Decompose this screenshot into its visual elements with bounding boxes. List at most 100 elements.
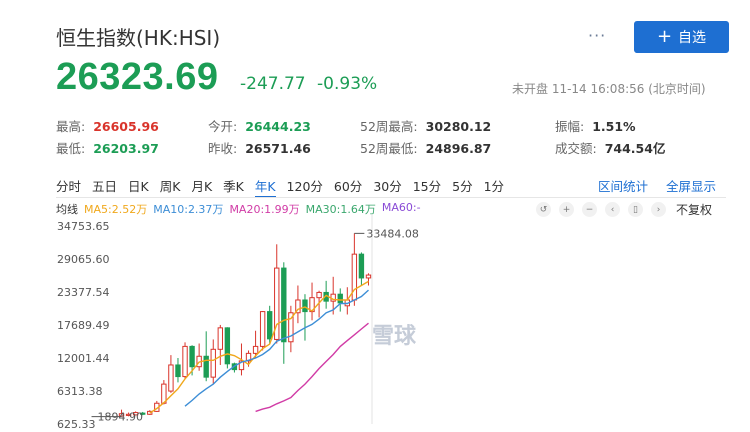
price-adjust-select[interactable]: 不复权	[676, 203, 713, 217]
ma-legend: 均线 MA5:2.52万 MA10:2.37万 MA20:1.99万 MA30:1.6…	[56, 201, 421, 217]
zoom-out-icon[interactable]: −	[582, 202, 597, 217]
page-title: 恒生指数(HK:HSI)	[56, 26, 221, 50]
candle-body	[259, 311, 266, 347]
candle-body	[267, 311, 273, 340]
stat-label: 今开:	[208, 119, 238, 134]
candle-body	[118, 413, 125, 417]
current-price: 26323.69	[56, 56, 219, 98]
candle-body	[302, 299, 308, 313]
reset-icon[interactable]: ↺	[536, 202, 551, 217]
candle-body	[210, 348, 216, 378]
interval-stats-link[interactable]: 区间统计	[598, 179, 649, 194]
stat-label: 52周最低:	[360, 141, 418, 156]
candle-body	[288, 312, 294, 343]
ma-legend-item: MA20:1.99万	[229, 203, 300, 216]
add-to-watchlist-button[interactable]: + 自选	[634, 21, 729, 53]
candle-body	[274, 267, 280, 340]
candle-body	[337, 293, 343, 304]
stat-52w-high: 52周最高: 30280.12	[360, 116, 491, 135]
ma-line-ma10	[184, 289, 369, 407]
fullscreen-link[interactable]: 全屏显示	[666, 179, 717, 194]
plus-icon: +	[656, 26, 673, 47]
y-tick-label: 12001.44	[57, 352, 110, 365]
stat-label: 最高:	[56, 119, 86, 134]
y-tick-label: 17689.49	[57, 319, 110, 332]
ma-legend-item: MA30:1.64万	[305, 203, 376, 216]
y-tick-label: 29065.60	[57, 253, 110, 266]
candle-body	[125, 413, 132, 416]
tab-2[interactable]: 日K	[128, 179, 149, 194]
candle-body	[175, 364, 181, 378]
tab-10[interactable]: 15分	[412, 179, 442, 194]
stat-value: 26444.23	[245, 119, 311, 134]
tab-8[interactable]: 60分	[333, 179, 363, 194]
stat-value: 30280.12	[425, 119, 492, 134]
pause-icon[interactable]: ▯	[628, 202, 643, 217]
stat-value: 1.51%	[592, 119, 636, 134]
tab-0[interactable]: 分时	[56, 179, 82, 194]
scroll-left-icon[interactable]: ‹	[605, 202, 620, 217]
stat-value: 26203.97	[93, 141, 159, 156]
y-tick-label: 6313.38	[57, 385, 103, 398]
change-percent: -0.93%	[317, 74, 378, 94]
ma-legend-item: MA10:2.37万	[153, 203, 224, 216]
stat-label: 最低:	[56, 141, 86, 156]
stat-label: 振幅:	[555, 119, 585, 134]
tab-4[interactable]: 月K	[191, 179, 213, 194]
tab-1[interactable]: 五日	[92, 179, 118, 194]
stat-low: 最低: 26203.97	[56, 138, 159, 157]
ma-legend-item: MA5:2.52万	[84, 203, 148, 216]
period-tabs: 分时 五日 日K 周K 月K 季K 年K 120分 60分 30分 15分 5分 1分	[56, 176, 515, 198]
tab-9[interactable]: 30分	[373, 179, 402, 194]
candle-body	[203, 355, 209, 378]
stat-value: 744.54亿	[604, 141, 666, 156]
market-status: 未开盘 11-14 16:08:56 (北京时间)	[512, 82, 706, 96]
stat-high: 最高: 26605.96	[56, 116, 159, 135]
max-price-label: 33484.08	[366, 227, 419, 240]
candle-body	[351, 253, 358, 301]
candle-body	[182, 345, 188, 378]
candle-body	[238, 360, 245, 371]
xueqiu-watermark: 雪球	[372, 324, 417, 349]
ma-legend-label: 均线	[56, 203, 78, 216]
candle-body	[168, 364, 174, 392]
y-tick-label: 34753.65	[57, 220, 110, 233]
candle-body	[281, 267, 287, 343]
tab-7[interactable]: 120分	[286, 179, 323, 194]
ma-line-ma20	[255, 322, 369, 413]
stat-open: 今开: 26444.23	[208, 116, 311, 135]
zoom-in-icon[interactable]: +	[559, 202, 574, 217]
tab-5[interactable]: 季K	[223, 179, 244, 194]
ma-line-ma5	[149, 280, 369, 414]
price-change: -247.77 -0.93%	[240, 74, 377, 94]
stat-label: 52周最高:	[360, 119, 418, 134]
stat-label: 昨收:	[208, 141, 238, 156]
stat-prev-close: 昨收: 26571.46	[208, 138, 311, 157]
stat-amplitude: 振幅: 1.51%	[555, 116, 636, 135]
chart-controls: ↺ + − ‹ ▯ › 不复权	[536, 201, 712, 218]
candle-body	[358, 253, 365, 279]
change-value: -247.77	[240, 74, 306, 94]
tabs-divider	[56, 197, 726, 198]
candle-body	[224, 327, 231, 365]
candle-body	[140, 412, 146, 415]
stat-value: 26605.96	[93, 119, 159, 134]
candle-body	[295, 299, 301, 314]
candle-body	[365, 274, 372, 279]
tab-3[interactable]: 周K	[159, 179, 181, 194]
more-options-icon[interactable]: ···	[588, 26, 607, 45]
candle-body	[316, 291, 322, 299]
scroll-right-icon[interactable]: ›	[651, 202, 666, 217]
stat-label: 成交额:	[555, 141, 597, 156]
add-to-watchlist-label: 自选	[678, 30, 707, 46]
stat-turnover: 成交额: 744.54亿	[555, 138, 665, 157]
y-tick-label: 625.33	[57, 418, 96, 431]
tab-11[interactable]: 5分	[452, 179, 473, 194]
y-tick-label: 23377.54	[57, 286, 110, 299]
ma-legend-item: MA60:-	[381, 201, 421, 214]
stat-value: 24896.87	[425, 141, 492, 156]
tab-12[interactable]: 1分	[483, 179, 505, 194]
candle-body	[217, 327, 223, 350]
stat-52w-low: 52周最低: 24896.87	[360, 138, 491, 157]
